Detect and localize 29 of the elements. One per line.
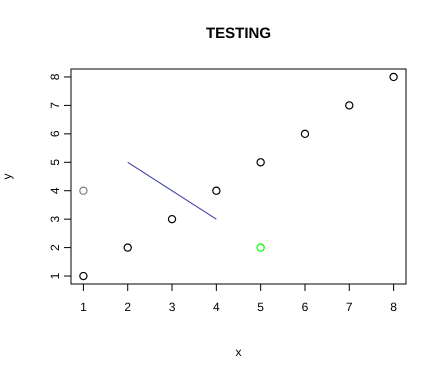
x-tick-label: 7 [346, 300, 353, 314]
x-tick-label: 1 [80, 300, 88, 314]
x-tick-label: 5 [257, 300, 264, 314]
point [300, 130, 310, 138]
point [212, 186, 221, 195]
y-tick-label: 1 [48, 272, 62, 280]
point [79, 186, 88, 195]
point [345, 101, 354, 110]
y-tick-label: 3 [48, 216, 62, 222]
point [389, 72, 398, 82]
y-tick-label: 5 [48, 158, 62, 166]
y-tick-label: 8 [48, 73, 62, 80]
point [124, 243, 132, 252]
x-tick-label: 8 [390, 300, 398, 314]
y-tick-label: 6 [48, 130, 62, 138]
y-tick-label: 2 [48, 244, 62, 251]
point [256, 158, 265, 166]
x-tick-label: 6 [302, 300, 309, 314]
x-tick-label: 2 [124, 300, 132, 314]
point [79, 272, 88, 280]
y-axis-title: y [0, 174, 14, 180]
y-tick-label: 7 [48, 102, 62, 109]
x-tick-label: 4 [213, 300, 220, 314]
x-axis-title: x [236, 345, 242, 359]
chart-title: TESTING [206, 25, 272, 42]
point [168, 214, 176, 224]
x-tick-label: 3 [168, 300, 176, 314]
y-tick-label: 4 [48, 187, 62, 194]
point [256, 243, 265, 252]
